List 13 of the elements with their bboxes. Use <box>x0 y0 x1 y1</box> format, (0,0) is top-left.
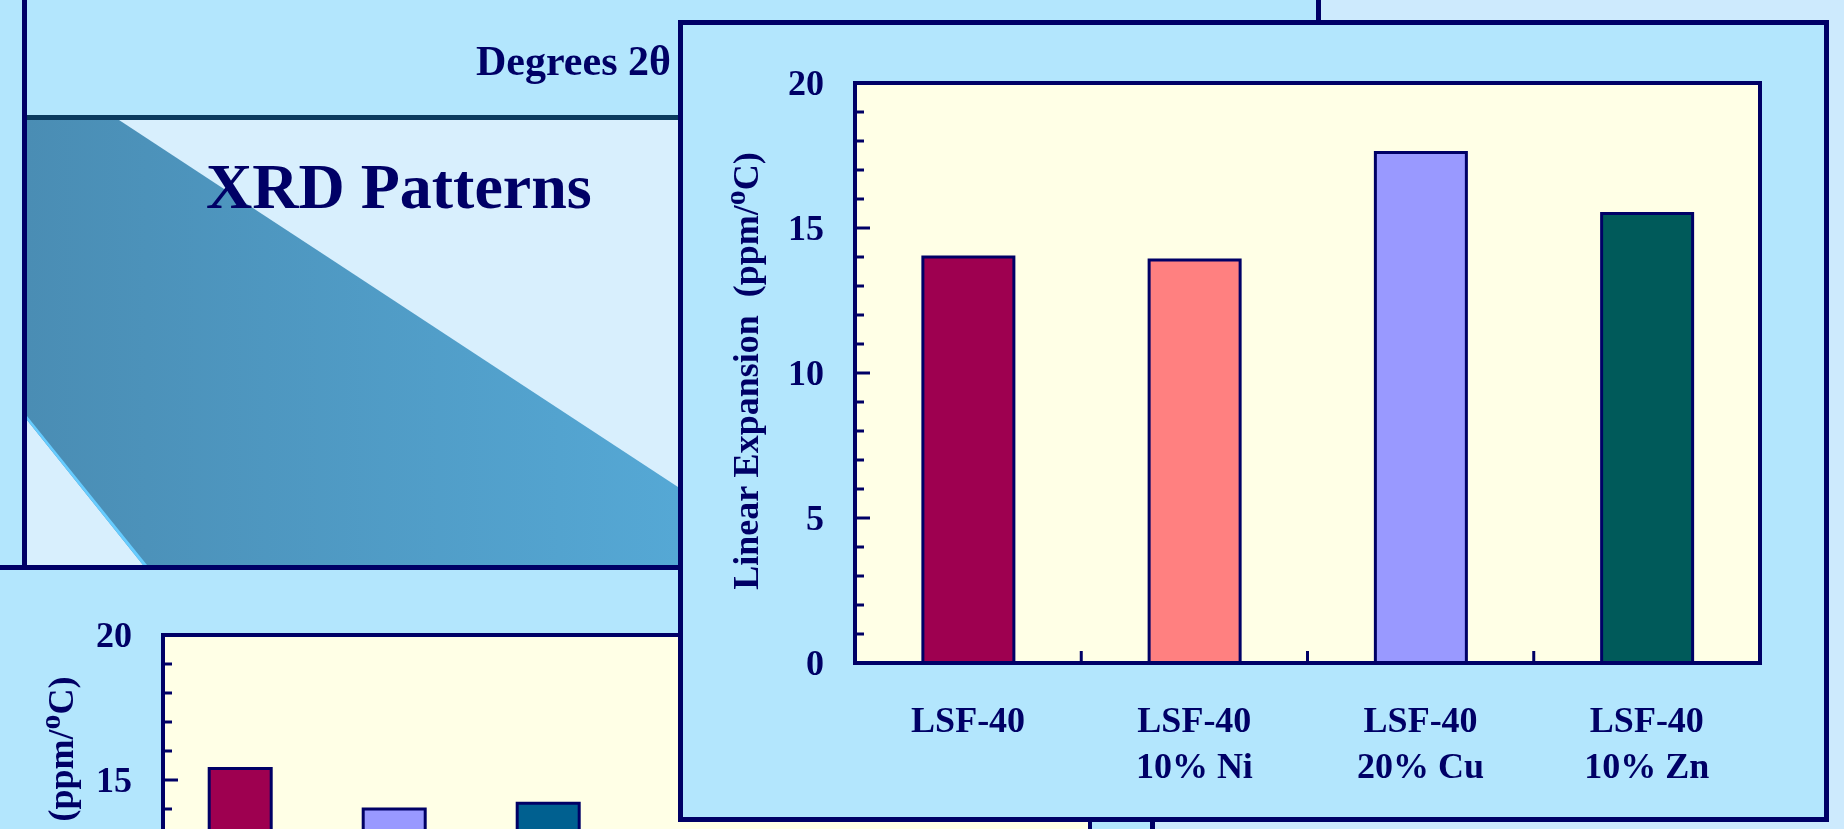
y-tick-label: 0 <box>806 643 824 683</box>
text: XRD Patterns <box>206 151 592 222</box>
y-tick-label: 10 <box>788 353 824 393</box>
x-tick-label: LSF-40 20% Cu <box>1357 700 1485 786</box>
y-tick-label: 20 <box>96 615 132 655</box>
y-tick-label: 5 <box>806 498 824 538</box>
x-tick-label: LSF-40 10% Zn <box>1584 700 1710 786</box>
text: Degrees 2θ <box>476 38 671 84</box>
y-tick-label: 15 <box>96 760 132 800</box>
x-tick-label: LSF-40 <box>911 700 1026 740</box>
y-tick-label: 15 <box>788 208 824 248</box>
y-tick-label: 20 <box>788 63 824 103</box>
x-tick-label: LSF-40 10% Ni <box>1135 700 1253 786</box>
